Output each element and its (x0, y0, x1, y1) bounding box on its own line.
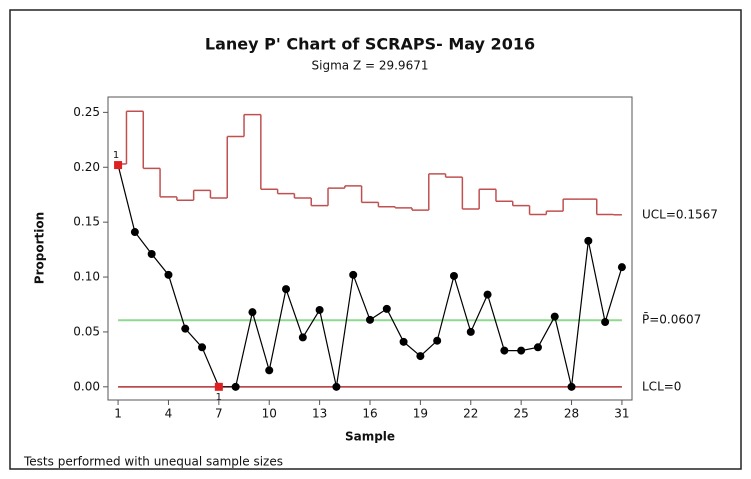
chart-subtitle: Sigma Z = 29.9671 (312, 59, 429, 73)
data-point (567, 382, 576, 391)
test-failure-label: 1 (113, 150, 119, 161)
failed-point (214, 382, 223, 391)
y-tick-label: 0.25 (73, 105, 100, 119)
data-point (198, 343, 207, 352)
x-tick-label: 25 (514, 407, 529, 421)
x-tick-label: 10 (262, 407, 277, 421)
chart-title: Laney P' Chart of SCRAPS- May 2016 (205, 35, 535, 54)
test-failure-label: 1 (216, 392, 222, 403)
y-tick-label: 0.05 (73, 324, 100, 338)
lcl-label: LCL=0 (642, 379, 681, 393)
data-point (584, 236, 593, 245)
data-point (147, 249, 156, 258)
x-tick-label: 22 (463, 407, 478, 421)
data-point (500, 346, 509, 355)
data-point (298, 333, 307, 342)
x-tick-label: 4 (165, 407, 173, 421)
data-point (282, 285, 291, 294)
center-label: P̄=0.0607 (642, 313, 701, 327)
data-point (382, 304, 391, 313)
data-point (617, 263, 626, 272)
ucl-label: UCL=0.1567 (642, 207, 718, 221)
data-point (517, 346, 526, 355)
data-point (349, 270, 358, 279)
data-point (315, 305, 324, 314)
x-tick-label: 28 (564, 407, 579, 421)
data-point (164, 270, 173, 279)
data-point (130, 228, 139, 237)
data-point (366, 315, 374, 324)
failed-point (114, 161, 123, 170)
data-point (231, 382, 240, 391)
y-tick-label: 0.10 (73, 270, 100, 284)
footnote: Tests performed with unequal sample size… (23, 455, 283, 469)
data-point (449, 271, 458, 280)
data-point (416, 352, 425, 361)
data-point (248, 308, 257, 317)
data-point (550, 312, 559, 321)
data-point (483, 290, 492, 299)
data-point (466, 327, 475, 336)
frame (9, 9, 742, 470)
y-axis-label: Proportion (33, 212, 47, 284)
x-tick-label: 7 (215, 407, 223, 421)
x-tick-label: 31 (614, 407, 629, 421)
y-tick-label: 0.15 (73, 215, 100, 229)
x-tick-label: 16 (362, 407, 377, 421)
data-point (332, 382, 341, 391)
x-axis-label: Sample (345, 430, 395, 444)
y-tick-label: 0.20 (73, 160, 100, 174)
x-tick-label: 1 (114, 407, 122, 421)
data-point (265, 366, 274, 375)
data-point (433, 336, 442, 345)
data-point (533, 343, 542, 352)
data-point (601, 318, 610, 327)
data-point (181, 324, 190, 333)
data-point (399, 337, 408, 346)
x-tick-label: 13 (312, 407, 327, 421)
y-tick-label: 0.00 (73, 379, 100, 393)
x-tick-label: 19 (413, 407, 428, 421)
